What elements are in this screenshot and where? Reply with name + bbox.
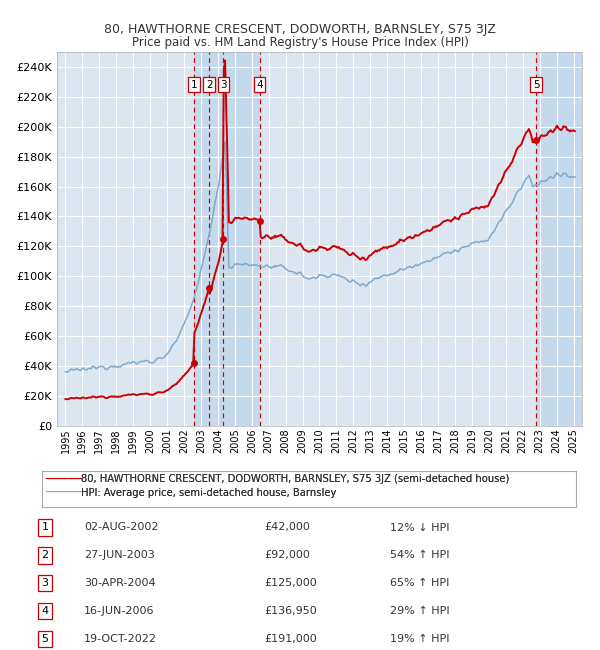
Text: £125,000: £125,000 [264, 578, 317, 588]
Text: 5: 5 [41, 634, 49, 644]
Text: Price paid vs. HM Land Registry's House Price Index (HPI): Price paid vs. HM Land Registry's House … [131, 36, 469, 49]
Text: HPI: Average price, semi-detached house, Barnsley: HPI: Average price, semi-detached house,… [81, 488, 337, 498]
Text: 3: 3 [41, 578, 49, 588]
Text: 16-JUN-2006: 16-JUN-2006 [84, 606, 155, 616]
Text: 19-OCT-2022: 19-OCT-2022 [84, 634, 157, 644]
Text: 80, HAWTHORNE CRESCENT, DODWORTH, BARNSLEY, S75 3JZ (semi-detached house): 80, HAWTHORNE CRESCENT, DODWORTH, BARNSL… [81, 474, 509, 484]
Text: 2: 2 [41, 551, 49, 560]
Text: 12% ↓ HPI: 12% ↓ HPI [390, 523, 449, 532]
Text: 29% ↑ HPI: 29% ↑ HPI [390, 606, 449, 616]
Text: ─────: ───── [45, 473, 83, 486]
Text: 4: 4 [41, 606, 49, 616]
Text: 1: 1 [191, 80, 197, 90]
Text: ─────: ───── [45, 486, 83, 499]
Text: ─────: ───── [45, 473, 83, 486]
Text: 4: 4 [256, 80, 263, 90]
Text: 3: 3 [220, 80, 227, 90]
Text: £191,000: £191,000 [264, 634, 317, 644]
Text: 2: 2 [206, 80, 212, 90]
Text: 80, HAWTHORNE CRESCENT, DODWORTH, BARNSLEY, S75 3JZ: 80, HAWTHORNE CRESCENT, DODWORTH, BARNSL… [104, 23, 496, 36]
Text: 1: 1 [41, 523, 49, 532]
Text: 65% ↑ HPI: 65% ↑ HPI [390, 578, 449, 588]
Bar [194, 52, 260, 426]
Text: £136,950: £136,950 [264, 606, 317, 616]
Text: ─────: ───── [45, 486, 83, 499]
Text: 5: 5 [533, 80, 539, 90]
Text: 02-AUG-2002: 02-AUG-2002 [84, 523, 158, 532]
Text: 27-JUN-2003: 27-JUN-2003 [84, 551, 155, 560]
Text: 80, HAWTHORNE CRESCENT, DODWORTH, BARNSLEY, S75 3JZ (semi-detached house): 80, HAWTHORNE CRESCENT, DODWORTH, BARNSL… [81, 474, 509, 484]
Text: HPI: Average price, semi-detached house, Barnsley: HPI: Average price, semi-detached house,… [81, 488, 337, 498]
Text: £92,000: £92,000 [264, 551, 310, 560]
Text: 30-APR-2004: 30-APR-2004 [84, 578, 155, 588]
Text: 54% ↑ HPI: 54% ↑ HPI [390, 551, 449, 560]
Text: £42,000: £42,000 [264, 523, 310, 532]
Bar [536, 52, 582, 426]
Text: 19% ↑ HPI: 19% ↑ HPI [390, 634, 449, 644]
